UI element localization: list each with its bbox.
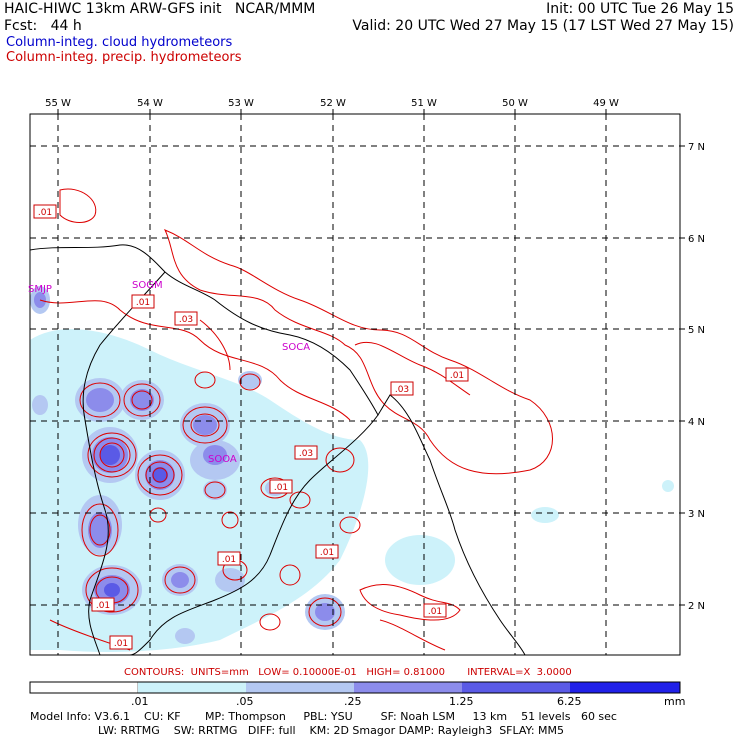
svg-text:.03: .03 bbox=[179, 315, 193, 325]
colorbar-label: .01 bbox=[131, 695, 149, 708]
cloud-area-east-3 bbox=[662, 480, 674, 492]
contour-label: .01 bbox=[269, 479, 293, 494]
lat-label: 5 N bbox=[688, 325, 705, 336]
contour-label: .01 bbox=[315, 544, 339, 559]
lon-label: 52 W bbox=[320, 98, 346, 109]
contour-label: .01 bbox=[91, 597, 115, 612]
svg-text:.01: .01 bbox=[114, 639, 128, 649]
lat-label: 4 N bbox=[688, 417, 705, 428]
station-label: SOGM bbox=[132, 280, 163, 291]
station-label: SOCA bbox=[282, 342, 310, 353]
cloud-area-east-2 bbox=[531, 507, 559, 523]
svg-text:.01: .01 bbox=[38, 208, 52, 218]
lat-label: 7 N bbox=[688, 142, 705, 153]
colorbar-label: .25 bbox=[344, 695, 362, 708]
colorbar-label: 6.25 bbox=[557, 695, 582, 708]
lon-label: 53 W bbox=[228, 98, 254, 109]
contour-label: .01 bbox=[131, 294, 155, 309]
station-label: SOOA bbox=[208, 454, 237, 465]
lon-label: 50 W bbox=[502, 98, 528, 109]
plot-title: HAIC-HIWC 13km ARW-GFS init NCAR/MMM bbox=[4, 1, 316, 17]
lat-label: 2 N bbox=[688, 601, 705, 612]
svg-text:.01: .01 bbox=[96, 601, 110, 611]
colorbar-label: .05 bbox=[236, 695, 254, 708]
contour-label: .01 bbox=[217, 551, 241, 566]
contour-label: .01 bbox=[109, 635, 133, 650]
svg-text:.03: .03 bbox=[299, 449, 313, 459]
lon-label: 55 W bbox=[45, 98, 71, 109]
axis-ticks bbox=[57, 109, 685, 606]
model-info-line2: LW: RRTMG SW: RRTMG DIFF: full KM: 2D Sm… bbox=[98, 724, 564, 737]
coastline bbox=[29, 244, 526, 656]
colorbar-unit: mm bbox=[664, 695, 686, 708]
cloud-area-east-1 bbox=[385, 535, 455, 585]
contour-label: .03 bbox=[294, 445, 318, 460]
lat-lon-grid bbox=[30, 114, 680, 655]
init-time: Init: 00 UTC Tue 26 May 15 bbox=[546, 1, 734, 17]
lat-label: 6 N bbox=[688, 234, 705, 245]
lon-label: 54 W bbox=[137, 98, 163, 109]
colorbar-label: 1.25 bbox=[449, 695, 474, 708]
svg-text:.01: .01 bbox=[222, 555, 236, 565]
lon-label: 49 W bbox=[593, 98, 619, 109]
cloud-shading bbox=[30, 286, 674, 652]
svg-text:.01: .01 bbox=[320, 548, 334, 558]
contour-label: .03 bbox=[390, 381, 414, 396]
svg-text:.01: .01 bbox=[450, 371, 464, 381]
contour-info: CONTOURS: UNITS=mm LOW= 0.10000E-01 HIGH… bbox=[124, 667, 572, 678]
valid-time: Valid: 20 UTC Wed 27 May 15 (17 LST Wed … bbox=[352, 18, 734, 34]
contour-label: .01 bbox=[33, 204, 57, 219]
model-info-line1: Model Info: V3.6.1 CU: KF MP: Thompson P… bbox=[30, 710, 617, 723]
svg-text:.01: .01 bbox=[428, 607, 442, 617]
legend-cloud: Column-integ. cloud hydrometeors bbox=[6, 35, 233, 50]
station-label: SMJP bbox=[28, 284, 52, 295]
svg-text:.01: .01 bbox=[136, 298, 150, 308]
svg-text:.03: .03 bbox=[395, 385, 409, 395]
contour-label: .03 bbox=[174, 311, 198, 326]
color-scale-bar bbox=[29, 681, 681, 694]
contour-label: .01 bbox=[445, 367, 469, 382]
map-frame bbox=[29, 113, 681, 656]
legend-precip: Column-integ. precip. hydrometeors bbox=[6, 50, 242, 65]
contour-label: .01 bbox=[423, 603, 447, 618]
lat-label: 3 N bbox=[688, 509, 705, 520]
forecast-hour: Fcst: 44 h bbox=[4, 18, 82, 34]
lon-label: 51 W bbox=[411, 98, 437, 109]
svg-text:.01: .01 bbox=[274, 483, 288, 493]
